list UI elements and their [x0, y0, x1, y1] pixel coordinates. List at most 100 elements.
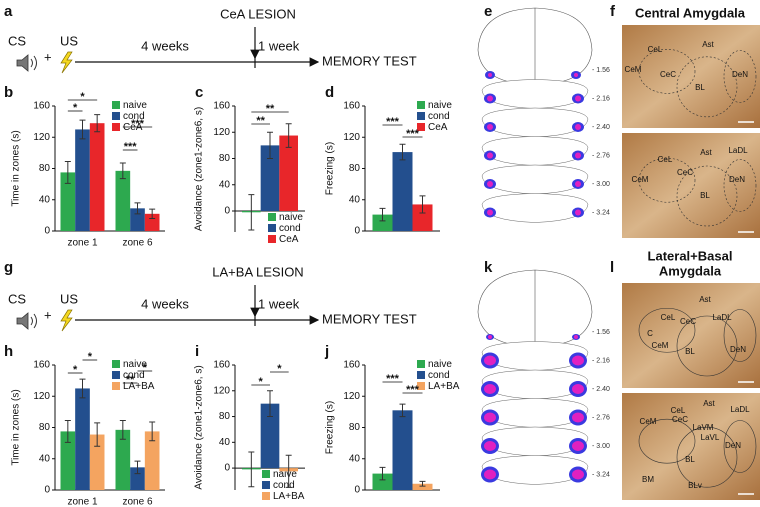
- error-bar: [64, 419, 71, 443]
- y-tick-label: 40: [349, 453, 361, 464]
- bar: [279, 135, 298, 211]
- atlas-level: - 3.00: [592, 443, 610, 450]
- us-label: US: [60, 291, 78, 306]
- significance-stars: **: [266, 103, 275, 115]
- test-label: MEMORY TEST: [322, 53, 417, 68]
- lesion-core: [575, 209, 581, 216]
- region-label: Ast: [702, 40, 714, 49]
- region-label: CeM: [632, 175, 649, 184]
- significance-stars: *: [73, 102, 78, 114]
- section-outline: [481, 369, 589, 400]
- lesion-core: [572, 412, 584, 423]
- histology-title: Central Amygdala: [635, 5, 746, 20]
- legend-swatch: [417, 360, 425, 368]
- section-outline: [481, 136, 589, 166]
- error-bar: [79, 378, 86, 399]
- region-label: BLv: [688, 481, 702, 490]
- panel-letter: d: [325, 84, 334, 101]
- legend-label: cond: [428, 111, 450, 122]
- legend-swatch: [417, 371, 425, 379]
- y-axis-label: Time in zones (s): [11, 389, 22, 465]
- legend-label: CeA: [123, 122, 143, 133]
- panel-letter: c: [195, 84, 203, 101]
- bar: [89, 123, 105, 231]
- legend-swatch: [262, 470, 270, 478]
- legend-label: naive: [273, 469, 297, 480]
- error-bar: [248, 451, 255, 488]
- region-label: Ast: [700, 148, 712, 157]
- y-tick-label: 40: [219, 437, 231, 448]
- significance-stars: ***: [406, 128, 420, 140]
- legend-label: LA+BA: [123, 381, 155, 392]
- error-bar: [134, 460, 141, 475]
- error-bar: [119, 419, 126, 440]
- legend-swatch: [268, 235, 276, 243]
- lesion-core: [487, 181, 493, 187]
- lesion-core: [572, 355, 584, 366]
- nucleus-outline: [676, 426, 738, 488]
- y-tick-label: 80: [349, 422, 361, 433]
- section-outline: [481, 341, 589, 371]
- x-tick-label: zone 6: [122, 238, 152, 249]
- y-tick-label: 120: [343, 391, 360, 402]
- atlas-level: - 1.56: [592, 329, 610, 336]
- y-tick-label: 0: [224, 206, 230, 217]
- legend-label: cond: [123, 370, 145, 381]
- error-bar: [267, 131, 273, 159]
- interval-label: 4 weeks: [141, 38, 189, 53]
- lesion-core: [575, 152, 581, 159]
- nucleus-outline: [676, 56, 738, 118]
- y-tick-label: 160: [33, 101, 50, 112]
- error-bar: [149, 208, 156, 219]
- y-tick-label: 40: [219, 179, 231, 190]
- legend-swatch: [112, 382, 120, 390]
- nucleus-outline: [723, 309, 757, 362]
- legend-label: CeA: [428, 122, 448, 133]
- lesion-core: [575, 181, 581, 187]
- plus-label: +: [44, 307, 52, 322]
- lesion-core: [484, 441, 496, 451]
- region-label: LaDL: [730, 405, 750, 414]
- bar: [372, 214, 393, 231]
- nucleus-outline: [676, 315, 738, 377]
- region-label: BL: [700, 191, 710, 200]
- section-outline: [481, 193, 589, 223]
- y-tick-label: 0: [44, 485, 50, 496]
- sound-waves: [30, 55, 37, 71]
- section-outline: [481, 79, 589, 109]
- bar: [412, 483, 433, 490]
- legend-label: naive: [428, 100, 452, 111]
- atlas-level: - 2.40: [592, 124, 610, 131]
- nucleus-outline: [638, 157, 696, 203]
- significance-stars: *: [80, 91, 85, 103]
- y-tick-label: 80: [39, 422, 51, 433]
- histology-image: [622, 283, 760, 388]
- error-bar: [419, 480, 426, 487]
- legend-label: cond: [279, 223, 301, 234]
- y-tick-label: 40: [39, 453, 51, 464]
- significance-stars: *: [88, 351, 93, 363]
- histology-title: Amygdala: [659, 263, 722, 278]
- section-outline: [481, 426, 589, 457]
- error-bar: [285, 454, 292, 488]
- legend-swatch: [112, 123, 120, 131]
- lesion-core: [487, 209, 493, 216]
- atlas-level: - 2.76: [592, 414, 610, 421]
- sound-waves: [30, 313, 37, 329]
- legend-swatch: [417, 382, 425, 390]
- lesion-core: [575, 124, 581, 130]
- legend-swatch: [112, 101, 120, 109]
- lesion-core: [572, 384, 584, 394]
- lesion-core: [484, 412, 496, 423]
- lesion-core: [487, 124, 493, 130]
- significance-stars: ***: [406, 384, 420, 396]
- nucleus-outline: [723, 159, 757, 212]
- delay-label: 1 week: [258, 296, 300, 311]
- atlas-level: - 1.56: [592, 67, 610, 74]
- error-bar: [94, 114, 101, 133]
- panel-letter: l: [610, 259, 614, 276]
- region-label: BL: [685, 455, 695, 464]
- bar: [60, 172, 76, 231]
- region-label: CeL: [658, 155, 673, 164]
- section-outline: [481, 455, 589, 485]
